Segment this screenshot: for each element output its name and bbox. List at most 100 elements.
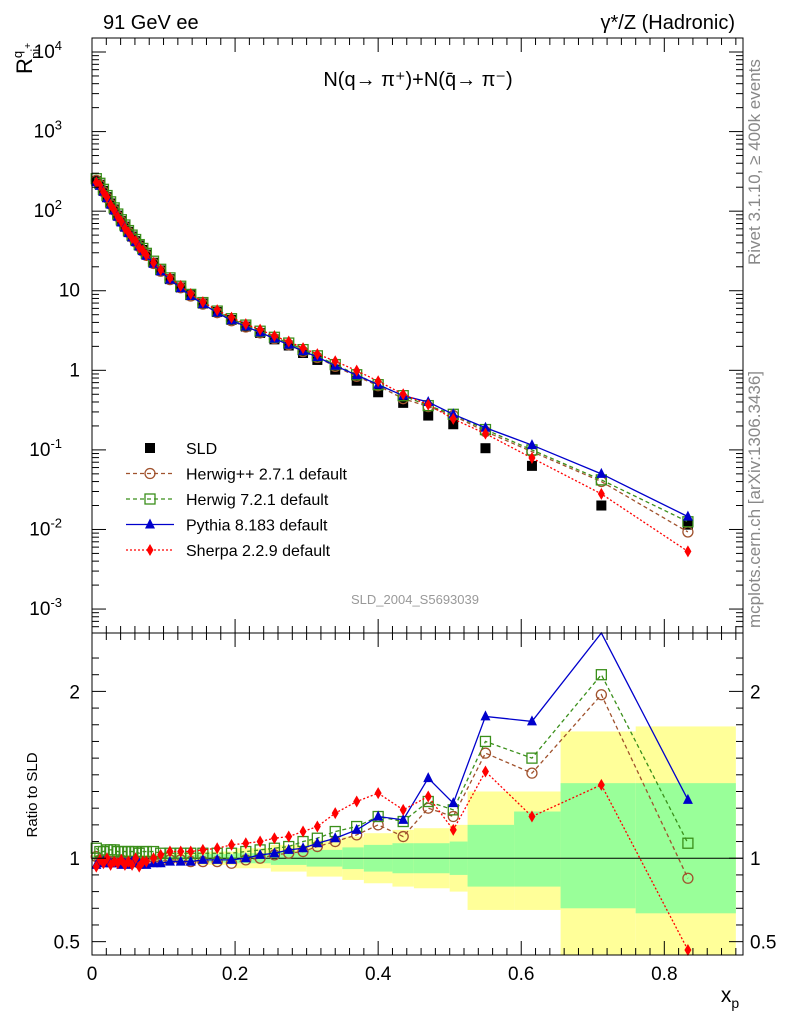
data-point xyxy=(132,852,140,865)
data-point xyxy=(422,802,434,814)
y-tick-label: 10-1 xyxy=(29,436,62,461)
main-panel xyxy=(90,173,694,558)
data-point xyxy=(373,387,384,398)
legend: SLD Herwig++ 2.7.1 default Herwig 7.2.1 de… xyxy=(126,441,348,560)
data-point xyxy=(480,443,491,454)
legend-item: Pythia 8.183 default xyxy=(126,518,328,535)
data-point xyxy=(682,793,693,804)
y-tick-label: 1 xyxy=(69,360,80,381)
data-point xyxy=(397,830,409,843)
data-point xyxy=(121,858,129,871)
data-point xyxy=(177,845,185,858)
data-point xyxy=(110,204,118,217)
data-point xyxy=(96,179,104,192)
data-point xyxy=(270,329,278,342)
data-point xyxy=(398,397,409,408)
data-point xyxy=(92,860,100,873)
legend-label: Herwig++ 2.7.1 default xyxy=(186,467,348,484)
ratio-frame xyxy=(91,632,744,956)
data-point xyxy=(682,872,694,884)
data-point xyxy=(103,852,111,865)
data-point xyxy=(313,348,321,361)
data-point xyxy=(682,519,693,530)
data-point xyxy=(373,810,384,821)
x-tick-label: 0.2 xyxy=(222,964,248,985)
energy-label: 91 GeV ee xyxy=(103,12,199,34)
series-pythia-8-183-default xyxy=(91,176,693,521)
data-point xyxy=(164,855,175,866)
data-point xyxy=(242,318,250,331)
data-point xyxy=(351,823,362,834)
data-point xyxy=(331,807,339,820)
data-point xyxy=(240,852,251,863)
data-point xyxy=(166,271,174,284)
data-point xyxy=(226,853,237,864)
data-point xyxy=(285,830,293,843)
ratio-y-tick-label-left: 1 xyxy=(69,849,80,870)
data-point xyxy=(150,256,158,269)
data-point xyxy=(299,825,307,838)
uncertainty-band-inner xyxy=(560,783,636,909)
series-sherpa-2-2-9-default xyxy=(92,176,692,558)
x-tick-label: 0 xyxy=(87,964,98,985)
data-point xyxy=(144,467,156,480)
legend-item: Herwig++ 2.7.1 default xyxy=(126,467,348,484)
data-point xyxy=(228,838,235,851)
data-point xyxy=(285,335,293,348)
ratio-y-axis-label: Ratio to SLD xyxy=(24,752,41,837)
data-point xyxy=(255,848,266,859)
data-point xyxy=(595,689,608,701)
data-point xyxy=(213,842,221,855)
data-point xyxy=(330,832,341,843)
x-tick-label: 0.4 xyxy=(365,964,392,985)
data-point xyxy=(684,943,692,956)
data-point xyxy=(150,852,158,865)
y-tick-label: 102 xyxy=(34,197,62,222)
data-point xyxy=(177,279,185,292)
series-herwig-2-7-1-default xyxy=(90,174,694,538)
data-point xyxy=(526,715,537,726)
data-point xyxy=(103,191,111,204)
ratio-y-tick-label-right: 2 xyxy=(750,682,761,703)
data-point xyxy=(142,249,150,262)
data-point xyxy=(423,410,434,421)
data-point xyxy=(212,853,223,864)
data-point xyxy=(145,518,155,529)
data-point xyxy=(142,855,150,868)
data-point xyxy=(479,735,492,748)
data-point xyxy=(526,767,538,779)
x-tick-label: 0.8 xyxy=(651,964,677,985)
data-point xyxy=(166,845,174,858)
data-point xyxy=(526,752,538,764)
data-point xyxy=(128,858,136,871)
data-point xyxy=(448,797,459,808)
data-point xyxy=(481,427,489,440)
data-point xyxy=(596,467,607,478)
series-sherpa-2-2-9-default xyxy=(92,765,692,956)
data-point xyxy=(299,342,307,355)
y-tick-label: 10-3 xyxy=(29,595,62,620)
data-point xyxy=(283,843,294,854)
data-point xyxy=(139,855,147,868)
data-point xyxy=(144,493,156,505)
data-point xyxy=(424,398,432,411)
data-point xyxy=(597,487,605,500)
data-point xyxy=(528,452,536,465)
data-point xyxy=(353,364,361,377)
uncertainty-band-inner xyxy=(514,811,561,887)
data-point xyxy=(682,510,693,521)
data-point xyxy=(595,669,608,681)
data-point xyxy=(682,837,694,849)
data-point xyxy=(374,375,382,388)
ratio-y-tick-label-right: 0.5 xyxy=(750,933,776,954)
data-point xyxy=(117,215,125,228)
data-point xyxy=(423,772,434,783)
data-point xyxy=(269,847,280,858)
data-point xyxy=(399,803,407,816)
y-tick-label: 10 xyxy=(59,281,80,302)
ratio-y-tick-label-left: 0.5 xyxy=(54,933,80,954)
ratio-panel xyxy=(90,631,743,956)
data-point xyxy=(298,842,309,853)
data-point xyxy=(121,222,129,235)
